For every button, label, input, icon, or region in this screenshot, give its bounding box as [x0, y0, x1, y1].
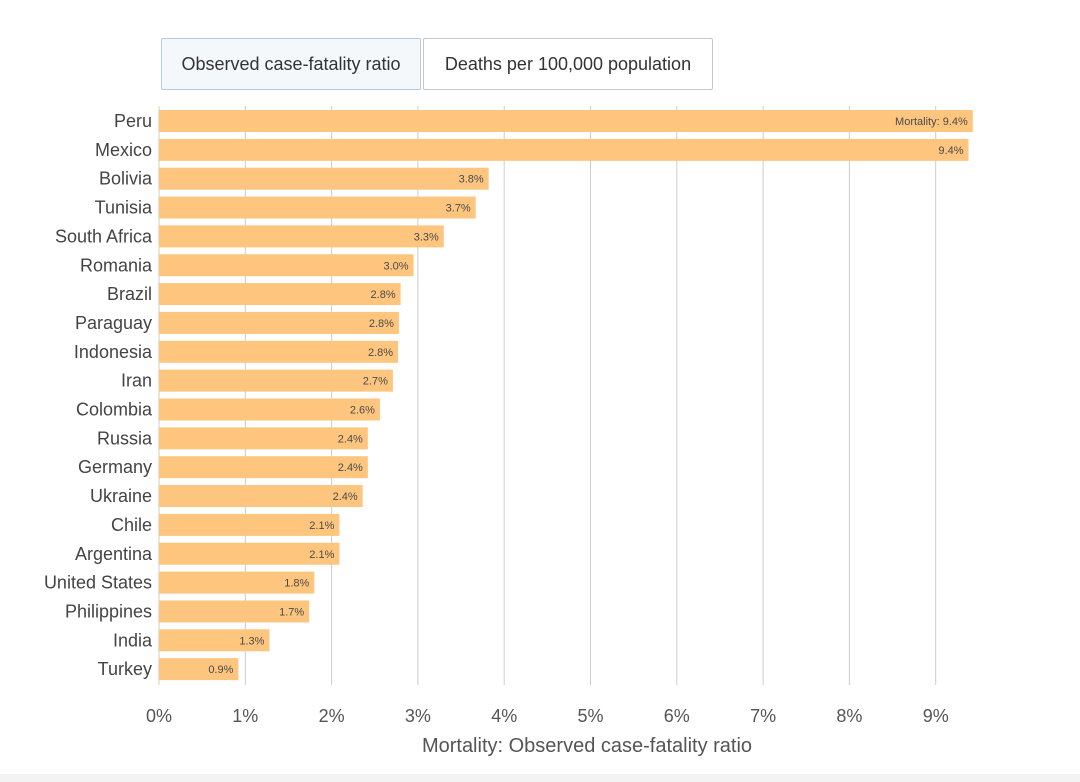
data-label: 2.8% — [369, 318, 394, 330]
x-tick-label: 0% — [146, 706, 172, 726]
grid-lines — [158, 106, 937, 685]
bar[interactable] — [159, 254, 414, 277]
data-label: 2.4% — [338, 462, 363, 474]
category-label: Germany — [78, 457, 152, 477]
x-tick-label: 2% — [319, 706, 345, 726]
x-tick-label: 6% — [664, 706, 690, 726]
data-label: 1.8% — [284, 578, 309, 590]
bar[interactable] — [159, 311, 399, 334]
tab-observed-case-fatality-ratio[interactable]: Observed case-fatality ratio — [161, 38, 421, 90]
data-labels: Mortality: 9.4% 9.4% 3.8% 3.7% 3.3% 3.0% 2.8% 2… — [208, 116, 968, 676]
x-tick-label: 1% — [232, 706, 258, 726]
category-label: Argentina — [75, 544, 153, 564]
bar[interactable] — [159, 138, 969, 161]
x-axis-title: Mortality: Observed case-fatality ratio — [422, 735, 752, 757]
bar[interactable] — [159, 110, 973, 132]
page-footer-strip — [0, 774, 1080, 782]
metric-tabs: Observed case-fatality ratio Deaths per … — [161, 38, 713, 90]
category-label: Romania — [80, 255, 153, 275]
category-label: Russia — [97, 428, 153, 448]
x-tick-label: 5% — [577, 706, 603, 726]
data-label: 3.0% — [384, 260, 409, 272]
category-label: Peru — [114, 111, 152, 131]
bar[interactable] — [159, 542, 340, 565]
category-label: Mexico — [95, 140, 152, 160]
x-tick-label: 7% — [750, 706, 776, 726]
category-label: Iran — [121, 371, 152, 391]
bar[interactable] — [159, 427, 368, 450]
data-label: 2.8% — [368, 347, 393, 359]
x-tick-label: 3% — [405, 706, 431, 726]
category-label: Brazil — [107, 284, 152, 304]
bar[interactable] — [159, 167, 489, 190]
bar[interactable] — [159, 629, 270, 652]
bar[interactable] — [159, 398, 380, 421]
x-tick-label: 9% — [923, 706, 949, 726]
bar[interactable] — [159, 283, 401, 306]
bar[interactable] — [159, 340, 399, 363]
category-label: India — [113, 630, 153, 650]
data-label: 0.9% — [208, 664, 233, 676]
category-labels: Peru Mexico Bolivia Tunisia South Africa Roma… — [44, 111, 153, 679]
data-label: 2.1% — [309, 549, 334, 561]
bar[interactable] — [159, 225, 444, 248]
x-tick-label: 8% — [836, 706, 862, 726]
data-label: 9.4% — [938, 145, 963, 157]
data-label: 2.4% — [333, 491, 358, 503]
data-label: 2.6% — [350, 405, 375, 417]
bar[interactable] — [159, 369, 393, 392]
bar[interactable] — [159, 658, 239, 681]
x-tick-label: 4% — [491, 706, 517, 726]
x-tick-labels: 0% 1% 2% 3% 4% 5% 6% 7% 8% 9% — [146, 706, 949, 726]
data-label: 2.8% — [371, 289, 396, 301]
category-label: Philippines — [65, 601, 152, 621]
bars — [159, 110, 973, 681]
category-label: Chile — [111, 515, 152, 535]
data-label: 2.7% — [363, 376, 388, 388]
data-label: 3.8% — [459, 174, 484, 186]
data-label: 3.7% — [446, 203, 471, 215]
bar[interactable] — [159, 571, 315, 594]
category-label: Ukraine — [90, 486, 152, 506]
bar[interactable] — [159, 456, 368, 479]
bar[interactable] — [159, 196, 476, 219]
data-label: 2.4% — [338, 433, 363, 445]
bar[interactable] — [159, 513, 340, 536]
data-label: 2.1% — [309, 520, 334, 532]
category-label: Paraguay — [75, 313, 152, 333]
category-label: Bolivia — [99, 169, 153, 189]
category-label: United States — [44, 573, 152, 593]
category-label: Tunisia — [95, 198, 153, 218]
tab-deaths-per-100000-population[interactable]: Deaths per 100,000 population — [423, 38, 713, 90]
data-label: Mortality: 9.4% — [895, 116, 968, 128]
category-label: South Africa — [55, 226, 153, 246]
data-label: 1.7% — [279, 606, 304, 618]
category-label: Colombia — [76, 400, 153, 420]
bar[interactable] — [159, 600, 310, 623]
data-label: 1.3% — [239, 635, 264, 647]
category-label: Indonesia — [74, 342, 153, 362]
data-label: 3.3% — [414, 231, 439, 243]
category-label: Turkey — [98, 659, 152, 679]
bar[interactable] — [159, 485, 363, 508]
